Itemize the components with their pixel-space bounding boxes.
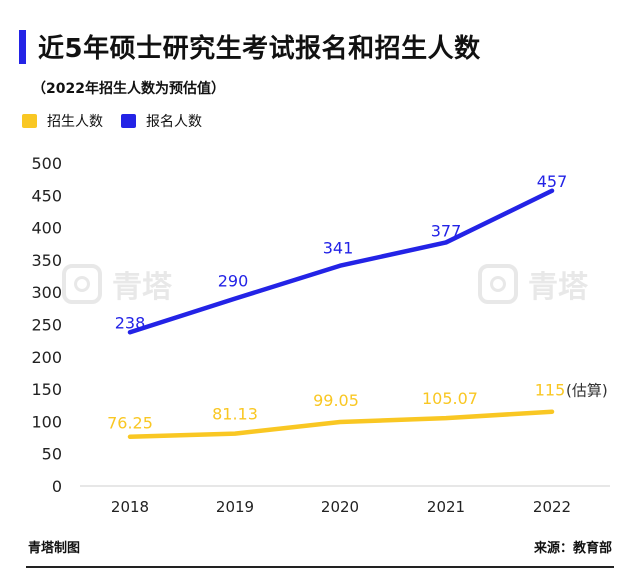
y-tick-label: 400 bbox=[31, 219, 62, 238]
x-tick-label: 2022 bbox=[533, 498, 571, 516]
chart-title: 近5年硕士研究生考试报名和招生人数 bbox=[38, 34, 481, 64]
data-label-enrollment: 81.13 bbox=[212, 405, 258, 424]
legend-label-applicants: 报名人数 bbox=[146, 114, 202, 130]
y-tick-label: 200 bbox=[31, 348, 62, 367]
bottom-divider bbox=[26, 566, 614, 568]
data-label-applicants: 238 bbox=[115, 313, 146, 332]
legend-item-applicants: 报名人数 bbox=[121, 111, 202, 131]
y-tick-label: 450 bbox=[31, 186, 62, 205]
data-label-enrollment: 76.25 bbox=[107, 414, 153, 433]
watermark-logo-icon bbox=[478, 264, 518, 304]
footer-source: 来源：教育部 bbox=[533, 541, 612, 556]
legend-item-enrollment: 招生人数 bbox=[22, 111, 103, 131]
watermark-left: 青塔 bbox=[62, 262, 172, 306]
y-tick-label: 100 bbox=[31, 412, 62, 431]
chart-subtitle: （2022年招生人数为预估值） bbox=[32, 81, 225, 97]
legend: 招生人数 报名人数 bbox=[22, 111, 220, 131]
x-tick-label: 2020 bbox=[321, 498, 359, 516]
x-tick-label: 2018 bbox=[111, 498, 149, 516]
y-tick-label: 350 bbox=[31, 251, 62, 270]
x-tick-label: 2021 bbox=[427, 498, 465, 516]
y-tick-label: 50 bbox=[42, 445, 62, 464]
data-label-enrollment: 99.05 bbox=[313, 391, 359, 410]
x-tick-label: 2019 bbox=[216, 498, 254, 516]
data-label-applicants: 377 bbox=[431, 221, 462, 240]
watermark-right: 青塔 bbox=[478, 262, 588, 306]
title-accent-bar bbox=[19, 30, 26, 64]
legend-label-enrollment: 招生人数 bbox=[47, 114, 103, 130]
watermark-text-right: 青塔 bbox=[528, 270, 588, 305]
data-label-applicants: 341 bbox=[323, 239, 354, 258]
legend-swatch-applicants bbox=[121, 114, 136, 128]
y-tick-label: 0 bbox=[52, 477, 62, 496]
estimate-annotation: (估算) bbox=[566, 382, 608, 400]
data-label-applicants: 457 bbox=[537, 172, 568, 191]
data-label-enrollment: 115 bbox=[535, 381, 566, 400]
y-tick-label: 300 bbox=[31, 283, 62, 302]
data-label-applicants: 290 bbox=[218, 272, 249, 291]
watermark-text-left: 青塔 bbox=[112, 270, 172, 305]
y-tick-label: 500 bbox=[31, 154, 62, 173]
y-tick-label: 150 bbox=[31, 380, 62, 399]
watermark-logo-icon bbox=[62, 264, 102, 304]
series-line-applicants bbox=[127, 188, 555, 335]
series-line-enrollment bbox=[127, 409, 555, 439]
footer-credit: 青塔制图 bbox=[28, 541, 81, 556]
data-label-enrollment: 105.07 bbox=[422, 389, 478, 408]
legend-swatch-enrollment bbox=[22, 114, 37, 128]
y-tick-label: 250 bbox=[31, 316, 62, 335]
